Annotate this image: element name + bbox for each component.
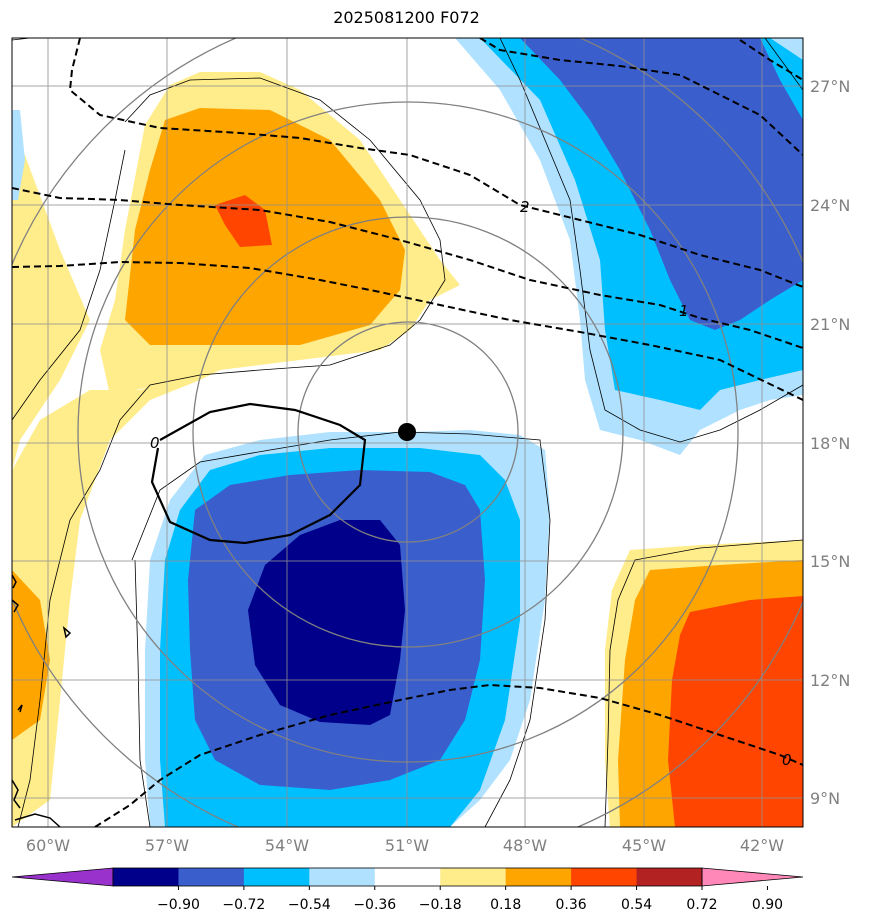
- colorbar-frame: [112, 867, 703, 887]
- lon-label: 42°W: [740, 836, 784, 855]
- lon-label: 48°W: [503, 836, 547, 855]
- colorbar-label: 0.72: [686, 897, 717, 913]
- colorbar-segment: [440, 868, 507, 886]
- lat-label: 18°N: [810, 434, 850, 453]
- lon-label: 51°W: [385, 836, 429, 855]
- storm-center-marker: [398, 423, 416, 441]
- colorbar-segment: [505, 868, 572, 886]
- colorbar-segment: [636, 868, 703, 886]
- colorbar-label: 0.54: [621, 897, 652, 913]
- colorbar-segment: [374, 868, 441, 886]
- contour-label-0-left: 0: [150, 434, 160, 452]
- colorbar-segment: [243, 868, 310, 886]
- colorbar-extend-low: [11, 867, 114, 887]
- contour-label-1: 1: [679, 302, 689, 320]
- colorbar-label: −0.54: [288, 897, 331, 913]
- coastline: [11, 574, 72, 828]
- lat-label: 12°N: [810, 671, 850, 690]
- filled-anomaly-field: [12, 38, 803, 827]
- latitude-labels: 27°N 24°N 21°N 18°N 15°N 12°N 9°N: [810, 77, 850, 808]
- colorbar-segment: [178, 868, 245, 886]
- contour-label-0-right: 0: [782, 751, 792, 769]
- solid-zero-contour: [150, 402, 367, 545]
- colorbar-label: −0.18: [419, 897, 462, 913]
- plot-frame: [11, 37, 804, 828]
- lon-label: 54°W: [265, 836, 309, 855]
- colorbar-segment: [571, 868, 638, 886]
- colorbar-label: −0.36: [353, 897, 396, 913]
- colorbar-segment: [309, 868, 376, 886]
- contour-label-2: 2: [520, 198, 530, 216]
- lat-label: 9°N: [810, 789, 840, 808]
- colorbar-label: 0.18: [490, 897, 521, 913]
- dashed-contours: [12, 38, 803, 827]
- colorbar-label: −0.72: [222, 897, 265, 913]
- map-title: 2025081200 F072: [333, 8, 480, 27]
- lon-label: 45°W: [622, 836, 666, 855]
- colorbar-label: 0.36: [556, 897, 587, 913]
- gray-distance-rings: [12, 38, 803, 827]
- lon-label: 60°W: [26, 836, 70, 855]
- lon-label: 57°W: [145, 836, 189, 855]
- longitude-labels: 60°W 57°W 54°W 51°W 48°W 45°W 42°W: [26, 836, 784, 855]
- colorbar-extend-high: [701, 867, 804, 887]
- colorbar-segment: [113, 868, 179, 886]
- graticule: [12, 38, 803, 827]
- colorbar-label: −0.90: [157, 897, 200, 913]
- colorbar-label: 0.90: [752, 897, 783, 913]
- lat-label: 15°N: [810, 552, 850, 571]
- contour-labels: 2 1 0 0: [150, 198, 792, 769]
- lat-label: 27°N: [810, 77, 850, 96]
- lat-label: 24°N: [810, 196, 850, 215]
- lat-label: 21°N: [810, 315, 850, 334]
- colorbar: −0.90 −0.72 −0.54 −0.36 −0.18 0.18 0.36 0.54 0.7…: [11, 867, 804, 913]
